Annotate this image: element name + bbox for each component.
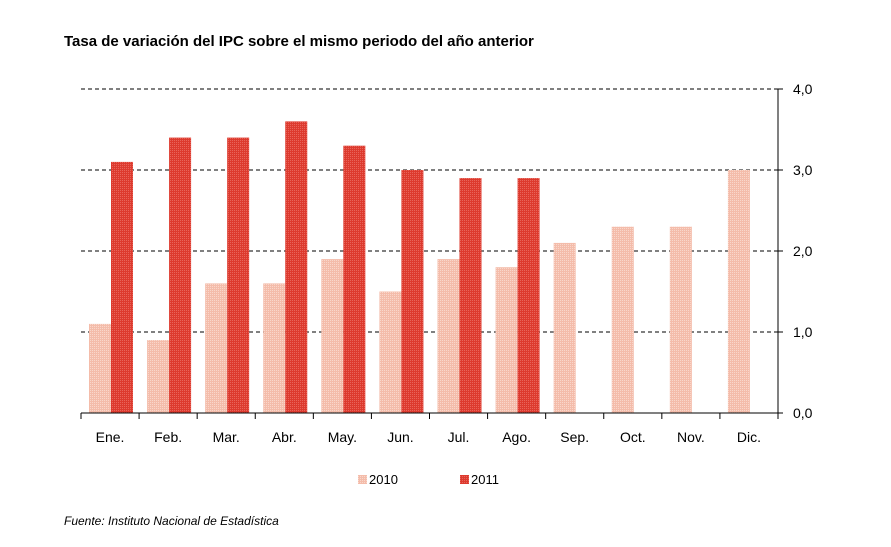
- legend-label-2010: 2010: [369, 472, 398, 487]
- x-tick-label: Ago.: [502, 429, 531, 445]
- x-tick-label: Abr.: [272, 429, 297, 445]
- bar-2011-2: [169, 137, 192, 413]
- bar-2010-7: [437, 259, 460, 413]
- bar-2010-11: [669, 226, 692, 413]
- legend-swatch-2010: [358, 475, 367, 484]
- bar-2010-3: [205, 283, 228, 413]
- bar-2010-4: [263, 283, 286, 413]
- x-tick-label: Dic.: [737, 429, 761, 445]
- x-tick-label: Nov.: [677, 429, 705, 445]
- x-tick-labels: Ene. Feb. Mar. Abr. May. Jun. Jul. Ago. Sep. Oct.…: [96, 429, 761, 445]
- bar-2010-1: [89, 323, 111, 413]
- bar-2011-1: [111, 161, 133, 413]
- bar-2010-2: [147, 340, 170, 413]
- bar-2011-3: [227, 137, 250, 413]
- bar-2011-4: [285, 121, 308, 414]
- x-tick-label: Feb.: [154, 429, 182, 445]
- bars: [89, 121, 750, 414]
- x-tick-label: Sep.: [560, 429, 589, 445]
- bar-2011-5: [343, 145, 366, 413]
- x-tick-label: Ene.: [96, 429, 125, 445]
- source-note: Fuente: Instituto Nacional de Estadístic…: [64, 514, 279, 528]
- bar-2010-12: [727, 170, 750, 413]
- bar-2010-8: [495, 267, 518, 413]
- y-tick-label: 4,0: [793, 81, 813, 97]
- bar-2011-7: [459, 178, 482, 413]
- y-tick-label: 1,0: [793, 324, 813, 340]
- y-tick-labels: 0,0 1,0 2,0 3,0 4,0: [778, 81, 813, 421]
- legend-swatch-2011: [460, 475, 469, 484]
- legend-label-2011: 2011: [471, 472, 499, 487]
- legend: 2010 2011: [358, 472, 499, 487]
- bar-2010-5: [321, 259, 344, 413]
- x-tick-label: Jun.: [387, 429, 413, 445]
- x-tick-label: Jul.: [448, 429, 470, 445]
- bar-2011-8: [517, 178, 540, 413]
- y-tick-label: 3,0: [793, 162, 813, 178]
- bar-2010-10: [611, 226, 634, 413]
- chart-title: Tasa de variación del IPC sobre el mismo…: [64, 33, 534, 50]
- y-tick-label: 0,0: [793, 405, 813, 421]
- x-tick-label: Oct.: [620, 429, 646, 445]
- y-tick-label: 2,0: [793, 243, 813, 259]
- bar-2011-6: [401, 170, 424, 413]
- bar-2010-9: [553, 242, 576, 413]
- x-tick-label: Mar.: [213, 429, 240, 445]
- x-tick-label: May.: [328, 429, 357, 445]
- bar-2010-6: [379, 291, 402, 413]
